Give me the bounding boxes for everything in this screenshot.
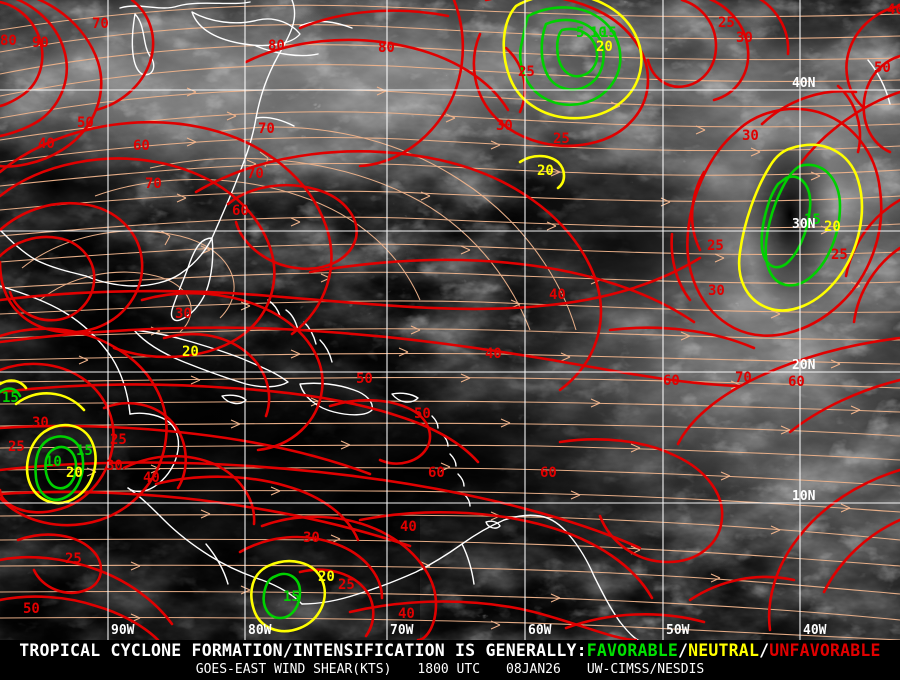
- legend-separator-1: /: [678, 641, 689, 660]
- latitude-label: 10N: [792, 489, 816, 504]
- contour-label: 30: [303, 530, 320, 546]
- contour-label: 25: [553, 131, 570, 147]
- contour-label: 10: [590, 25, 607, 41]
- contour-label: 40: [143, 470, 160, 486]
- contour-label: 25: [65, 551, 82, 567]
- satellite-imagery-layer: [0, 0, 900, 640]
- contours-neutral-20kt: [0, 0, 864, 633]
- contour-label: 60: [133, 138, 150, 154]
- satellite-shear-map[interactable]: 90 80 70 80 80 50 40 25 30 5 10 15 20 25 50 40 60 70 70 60 7…: [0, 0, 900, 640]
- contour-label: 40: [400, 519, 417, 535]
- longitude-label: 90W: [111, 623, 135, 638]
- contour-label: 5: [576, 25, 584, 41]
- contour-label: 15: [2, 390, 19, 406]
- caption-headline-prefix: TROPICAL CYCLONE FORMATION/INTENSIFICATI…: [19, 641, 587, 660]
- product-date: 08JAN26: [506, 662, 561, 677]
- latitude-label: 30N: [792, 217, 816, 232]
- contour-label: 25: [110, 432, 127, 448]
- contour-label: 60: [428, 465, 445, 481]
- contour-label: 60: [663, 373, 680, 389]
- graticule: [0, 0, 900, 640]
- contour-label: 30: [736, 30, 753, 46]
- contour-label: 15: [283, 589, 300, 605]
- contour-label: 80: [268, 38, 285, 54]
- contour-label: 40: [398, 606, 415, 622]
- contour-label: 30: [106, 458, 123, 474]
- contour-label: 30: [175, 306, 192, 322]
- legend-unfavorable: UNFAVORABLE: [769, 641, 881, 660]
- contour-label: 25: [831, 247, 848, 263]
- contour-label: 80: [378, 40, 395, 56]
- product-agency: UW-CIMSS/NESDIS: [586, 662, 705, 677]
- contour-label: 25: [707, 238, 724, 254]
- contour-label: 40: [38, 136, 55, 152]
- contour-label: 50: [77, 115, 94, 131]
- contour-label: 15: [600, 25, 617, 41]
- contour-label: 20: [182, 344, 199, 360]
- longitude-label: 40W: [803, 623, 827, 638]
- contour-label: 15: [804, 212, 821, 228]
- contour-label: 40: [485, 346, 502, 362]
- contours-favorable-low-shear: [0, 6, 842, 620]
- latitude-label: 40N: [792, 76, 816, 91]
- caption-headline: TROPICAL CYCLONE FORMATION/INTENSIFICATI…: [0, 641, 900, 660]
- longitude-label: 50W: [666, 623, 690, 638]
- legend-neutral: NEUTRAL: [688, 641, 760, 660]
- contour-label: 20: [537, 163, 554, 179]
- contour-label: 70: [145, 176, 162, 192]
- legend-separator-2: /: [759, 641, 770, 660]
- contour-label: 70: [258, 121, 275, 137]
- contour-label: 70: [247, 166, 264, 182]
- longitude-label-group: 90W 80W 70W 60W 50W 40W: [111, 623, 827, 638]
- contour-label: 25: [518, 64, 535, 80]
- contour-label: 20: [318, 569, 335, 585]
- contour-label: 15: [76, 443, 93, 459]
- contour-label: 80: [0, 33, 17, 49]
- caption-subline: GOES-EAST WIND SHEAR(KTS) 1800 UTC 08JAN26…: [0, 662, 900, 677]
- product-time: 1800 UTC: [417, 662, 481, 677]
- contour-label: 30: [32, 415, 49, 431]
- latitude-label-group: 40N 30N 20N 10N: [792, 76, 816, 504]
- contour-label: 20: [66, 465, 83, 481]
- contour-label: 50: [356, 371, 373, 387]
- contour-label: 40: [549, 287, 566, 303]
- contour-label: 10: [45, 454, 62, 470]
- latitude-label: 20N: [792, 358, 816, 373]
- contour-label: 50: [874, 60, 891, 76]
- product-source: GOES-EAST WIND SHEAR(KTS): [195, 662, 392, 677]
- contour-label: 25: [718, 15, 735, 31]
- contour-label: 30: [742, 128, 759, 144]
- caption-bar: TROPICAL CYCLONE FORMATION/INTENSIFICATI…: [0, 640, 900, 680]
- contours-high-shear: [0, 0, 900, 640]
- longitude-label: 80W: [248, 623, 272, 638]
- contour-label: 40: [887, 2, 900, 18]
- longitude-label: 70W: [390, 623, 414, 638]
- contour-label: 60: [540, 465, 557, 481]
- contour-label: 30: [708, 283, 725, 299]
- contour-label: 25: [338, 577, 355, 593]
- contour-label: 60: [788, 374, 805, 390]
- contour-label: 25: [8, 439, 25, 455]
- contour-label: 60: [232, 203, 249, 219]
- contour-label: 50: [23, 601, 40, 617]
- contour-label: 90: [32, 35, 49, 51]
- contour-label: 70: [92, 16, 109, 32]
- legend-favorable: FAVORABLE: [586, 641, 678, 660]
- contour-label: 20: [824, 219, 841, 235]
- contour-label: 30: [496, 118, 513, 134]
- coastline-overlay: [0, 0, 891, 640]
- contour-label: 20: [596, 39, 613, 55]
- contour-label: 50: [414, 406, 431, 422]
- contour-label: 70: [735, 370, 752, 386]
- longitude-label: 60W: [528, 623, 552, 638]
